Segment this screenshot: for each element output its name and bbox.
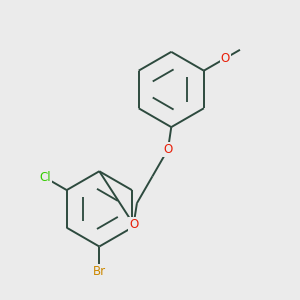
Text: O: O bbox=[220, 52, 230, 65]
Text: Cl: Cl bbox=[40, 171, 51, 184]
Text: O: O bbox=[164, 143, 172, 156]
Text: Br: Br bbox=[93, 265, 106, 278]
Text: O: O bbox=[129, 218, 138, 231]
